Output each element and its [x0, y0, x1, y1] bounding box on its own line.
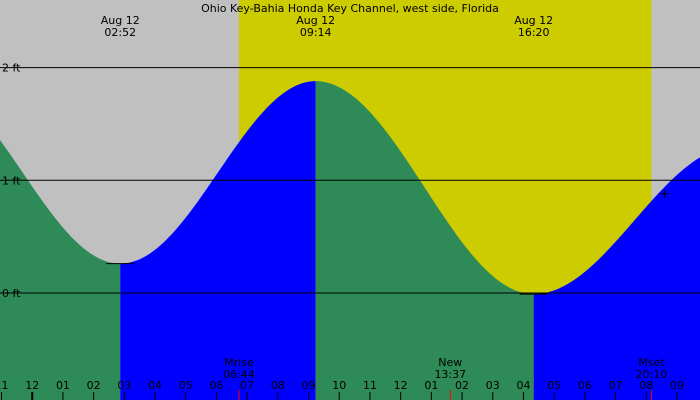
- x-axis-label: 04: [516, 379, 530, 392]
- x-axis-label: 12: [25, 379, 39, 392]
- extreme-date-label: Aug 12: [296, 14, 335, 27]
- x-axis-label: 09: [670, 379, 684, 392]
- y-axis-label: 1 ft: [2, 174, 21, 187]
- moon-event-time: 06:44: [223, 368, 255, 381]
- x-axis-label: 07: [240, 379, 254, 392]
- x-axis-label: 06: [578, 379, 592, 392]
- x-axis-label: 08: [639, 379, 653, 392]
- moon-event-label: Mrise: [224, 356, 254, 369]
- rising-tide-area: [533, 157, 700, 400]
- chart-title: Ohio Key-Bahia Honda Key Channel, west s…: [201, 2, 499, 15]
- x-axis-label: 08: [271, 379, 285, 392]
- x-axis-label: 05: [547, 379, 561, 392]
- x-axis-label: 09: [302, 379, 316, 392]
- x-axis-label: 11: [363, 379, 377, 392]
- extreme-time-label: 16:20: [518, 26, 550, 39]
- x-axis-label: 01: [56, 379, 70, 392]
- moon-event-label: New: [438, 356, 462, 369]
- x-axis-label: 12: [394, 379, 408, 392]
- x-axis-label: 10: [332, 379, 346, 392]
- moon-event-time: 20:10: [636, 368, 668, 381]
- moon-event-label: Mset: [638, 356, 665, 369]
- x-axis-label: 07: [609, 379, 623, 392]
- x-axis-label: 06: [209, 379, 223, 392]
- y-axis-label: 0 ft: [2, 287, 21, 300]
- extreme-time-label: 02:52: [104, 26, 136, 39]
- x-axis-label: 01: [424, 379, 438, 392]
- x-axis-label: 05: [179, 379, 193, 392]
- x-axis-label: 02: [455, 379, 469, 392]
- falling-tide-area: [315, 81, 534, 400]
- moon-event-time: 13:37: [434, 368, 466, 381]
- x-axis-label: 02: [87, 379, 101, 392]
- falling-tide-area: [0, 140, 121, 400]
- extreme-time-label: 09:14: [300, 26, 332, 39]
- rising-tide-area: [120, 81, 316, 400]
- x-axis-label: 03: [117, 379, 131, 392]
- x-axis-label: 04: [148, 379, 162, 392]
- extreme-date-label: Aug 12: [514, 14, 553, 27]
- y-axis-label: 2 ft: [2, 62, 21, 75]
- x-axis-label: 11: [0, 379, 9, 392]
- extreme-date-label: Aug 12: [101, 14, 140, 27]
- x-axis-label: 03: [486, 379, 500, 392]
